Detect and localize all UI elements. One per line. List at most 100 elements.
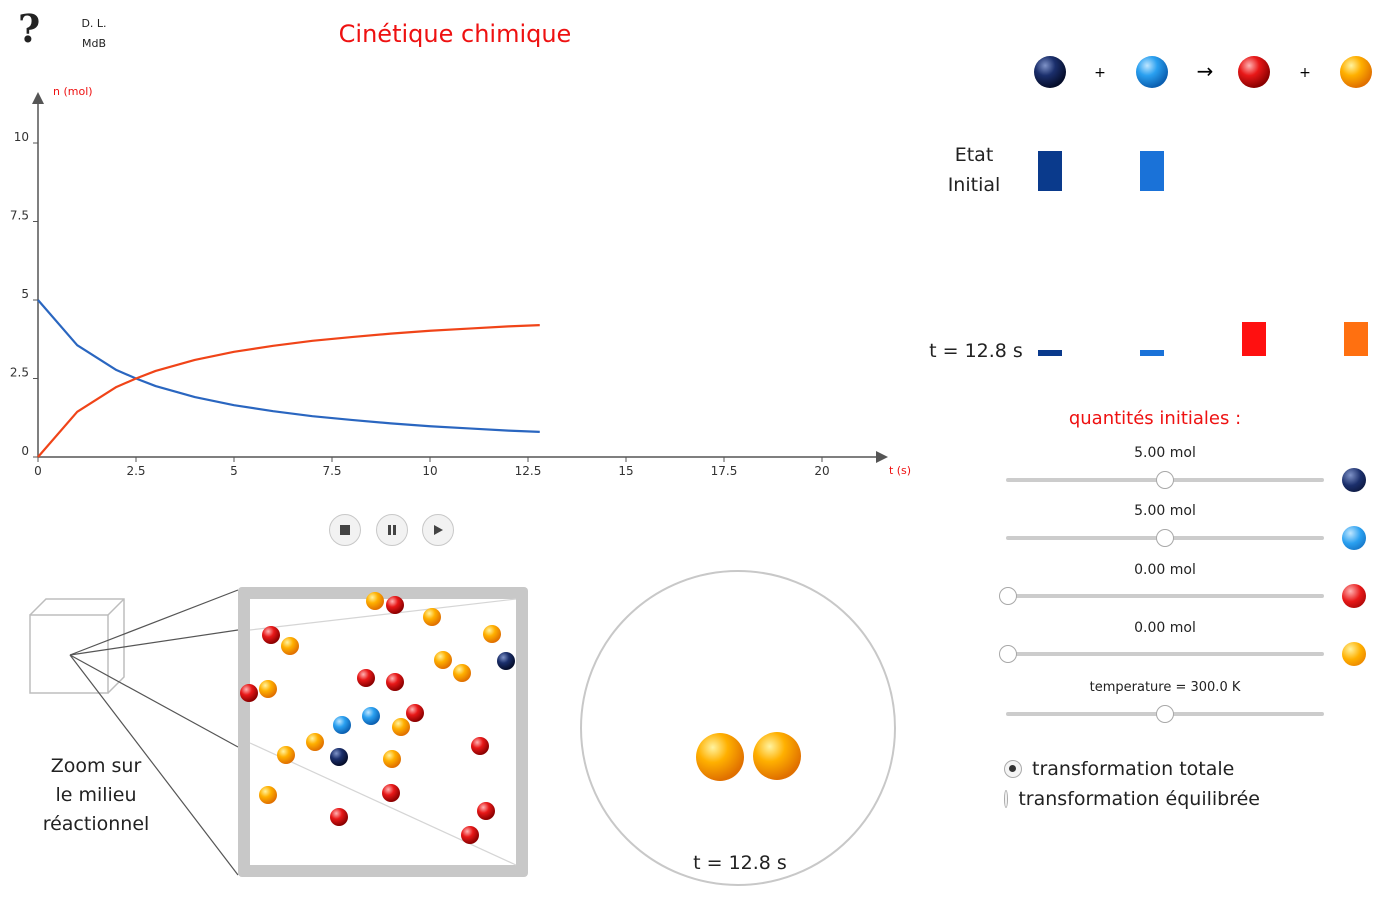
particle-c <box>382 784 400 802</box>
x-tick-label: 12.5 <box>515 464 542 478</box>
particle-b <box>362 707 380 725</box>
x-axis-arrow-icon <box>876 451 888 463</box>
molecule-b-slider-knob[interactable] <box>1156 529 1174 547</box>
molecule-d-slider-knob[interactable] <box>999 645 1017 663</box>
x-axis-title: t (s) <box>889 464 911 477</box>
collision-view <box>580 570 896 886</box>
radio-button-total[interactable] <box>1004 760 1022 778</box>
particle-c <box>330 808 348 826</box>
pause-button[interactable] <box>376 514 408 546</box>
particle-d <box>483 625 501 643</box>
particle-a <box>330 748 348 766</box>
zoom-label-line-1: Zoom sur <box>50 755 142 777</box>
particle-b <box>333 716 351 734</box>
particle-c <box>477 802 495 820</box>
zoom-label: Zoom sur le milieu réactionnel <box>40 752 152 839</box>
temperature-slider-knob[interactable] <box>1156 705 1174 723</box>
particle-c <box>386 596 404 614</box>
particle-d <box>423 608 441 626</box>
current-bar-b <box>1140 349 1164 356</box>
molecule-a-icon <box>1034 56 1066 88</box>
particle-d <box>383 750 401 768</box>
molecule-c-slider-value: 0.00 mol <box>1134 562 1196 578</box>
molecule-b-slider-value: 5.00 mol <box>1134 503 1196 519</box>
author-credit: D. L. MdB <box>72 14 116 54</box>
kinetics-chart: 0 2.5 5 7.5 10 12.5 15 17.5 20 0 2.5 5 7.5 10 t (s) n… <box>10 85 911 478</box>
y-axis-title: n (mol) <box>53 85 93 98</box>
particle-c <box>240 684 258 702</box>
current-bar-a <box>1038 349 1062 356</box>
product-molecule-1 <box>696 733 744 781</box>
radio-equilibrium-transformation[interactable]: transformation équilibrée <box>1004 786 1260 812</box>
product-molecule-2 <box>753 732 801 780</box>
y-tick-label: 7.5 <box>10 209 29 223</box>
molecule-c-icon <box>1238 56 1270 88</box>
molecule-d-slider-icon <box>1342 642 1366 666</box>
initial-bar-a <box>1038 151 1062 191</box>
zoom-label-line-2: le milieu <box>55 784 137 806</box>
initial-label-line-2: Initial <box>947 174 1001 196</box>
x-tick-label: 2.5 <box>126 464 145 478</box>
particle-d <box>259 786 277 804</box>
current-time-label: t = 12.8 s <box>929 340 1023 362</box>
page-title: Cinétique chimique <box>338 20 572 48</box>
reaction-equation: + → + <box>1034 56 1372 88</box>
molecule-c-slider-knob[interactable] <box>999 587 1017 605</box>
credit-line-1: D. L. <box>81 17 107 30</box>
particle-a <box>497 652 515 670</box>
y-axis-arrow-icon <box>32 92 44 104</box>
play-button[interactable] <box>422 514 454 546</box>
particle-d <box>277 746 295 764</box>
radio-total-label: transformation totale <box>1032 758 1235 780</box>
reaction-medium-zoom <box>29 587 528 877</box>
particle-c <box>262 626 280 644</box>
radio-equilibrium-label: transformation équilibrée <box>1018 788 1260 810</box>
particle-d <box>366 592 384 610</box>
x-tick-label: 15 <box>618 464 633 478</box>
zoom-label-line-3: réactionnel <box>42 813 150 835</box>
molecule-a-slider-knob[interactable] <box>1156 471 1174 489</box>
help-button[interactable]: ? <box>18 6 41 51</box>
initial-state-label: Etat Initial <box>932 140 1016 200</box>
molecule-b-icon <box>1136 56 1168 88</box>
current-bar-c <box>1242 322 1266 356</box>
x-tick-label: 0 <box>34 464 42 478</box>
collision-time-label: t = 12.8 s <box>693 852 787 874</box>
zoom-lines <box>69 589 239 876</box>
molecule-d-slider-value: 0.00 mol <box>1134 620 1196 636</box>
particle-d <box>306 733 324 751</box>
pause-icon <box>388 525 396 535</box>
container-wall-lines <box>249 598 517 866</box>
particle-c <box>357 669 375 687</box>
initial-bar-b <box>1140 151 1164 191</box>
radio-total-transformation[interactable]: transformation totale <box>1004 756 1234 782</box>
chart-axes <box>32 92 888 463</box>
temperature-slider-value: temperature = 300.0 K <box>1089 680 1241 695</box>
y-tick-label: 10 <box>14 130 29 144</box>
particle-d <box>259 680 277 698</box>
molecule-d-slider-track[interactable] <box>1006 652 1324 656</box>
credit-line-2: MdB <box>81 37 107 50</box>
collision-circle <box>580 570 896 886</box>
x-tick-label: 17.5 <box>711 464 738 478</box>
series-line-reactants <box>37 299 540 433</box>
x-tick-label: 5 <box>230 464 238 478</box>
x-tick-label: 20 <box>814 464 829 478</box>
chart-series <box>37 299 540 458</box>
initial-quantities-title: quantités initiales : <box>1068 408 1242 429</box>
particle-d <box>281 637 299 655</box>
particle-c <box>406 704 424 722</box>
particle-c <box>471 737 489 755</box>
particle-d <box>392 718 410 736</box>
molecule-c-slider-icon <box>1342 584 1366 608</box>
series-line-products <box>37 324 540 458</box>
molecule-c-slider-track[interactable] <box>1006 594 1324 598</box>
x-tick-label: 7.5 <box>322 464 341 478</box>
y-tick-label: 0 <box>21 444 29 458</box>
particle-c <box>386 673 404 691</box>
molecule-a-slider-value: 5.00 mol <box>1134 445 1196 461</box>
stop-button[interactable] <box>329 514 361 546</box>
radio-button-equilibrium[interactable] <box>1004 790 1009 808</box>
stop-icon <box>340 525 350 535</box>
zoom-particles <box>240 592 515 844</box>
